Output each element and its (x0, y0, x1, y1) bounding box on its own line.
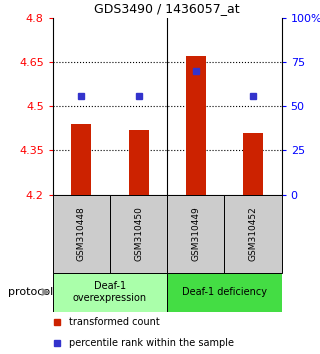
Text: percentile rank within the sample: percentile rank within the sample (69, 338, 234, 348)
Text: GSM310450: GSM310450 (134, 206, 143, 261)
Bar (71, 124, 92, 195)
Bar (243, 133, 263, 195)
Bar (53, 273, 167, 312)
Text: transformed count: transformed count (69, 317, 160, 327)
Bar (53, 195, 110, 273)
Bar (186, 56, 206, 195)
Text: protocol: protocol (8, 287, 53, 297)
Bar (167, 273, 282, 312)
Text: GSM310452: GSM310452 (249, 206, 258, 261)
Bar (224, 195, 282, 273)
Bar (110, 195, 167, 273)
Text: Deaf-1
overexpression: Deaf-1 overexpression (73, 281, 147, 303)
Title: GDS3490 / 1436057_at: GDS3490 / 1436057_at (94, 2, 240, 15)
Bar (167, 195, 224, 273)
Text: GSM310448: GSM310448 (77, 206, 86, 261)
Text: GSM310449: GSM310449 (191, 206, 200, 261)
Bar (129, 130, 148, 195)
Text: Deaf-1 deficiency: Deaf-1 deficiency (182, 287, 267, 297)
